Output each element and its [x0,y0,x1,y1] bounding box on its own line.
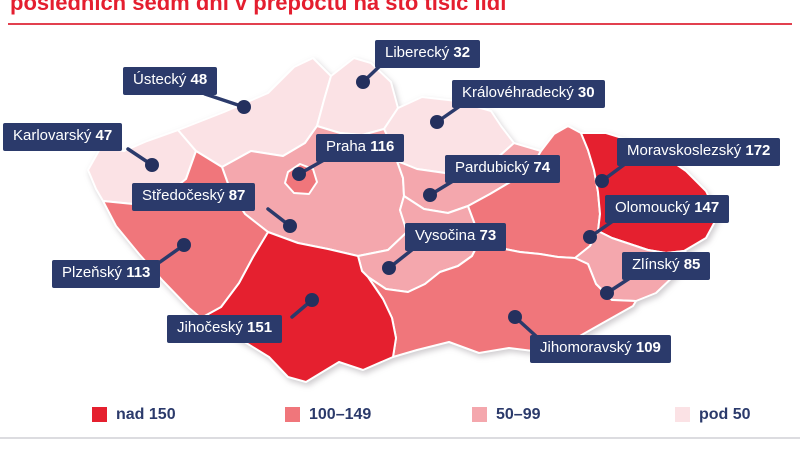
region-name: Plzeňský [62,264,123,281]
page-title: posledních sedm dní v přepočtu na sto ti… [10,0,507,15]
region-name: Královéhradecký [462,84,574,101]
callout-dot-praha [292,167,306,181]
region-value: 147 [694,199,720,216]
region-name: Olomoucký [615,199,691,216]
region-name: Zlínský [632,256,680,273]
region-value: 32 [453,44,471,61]
callout-dot-jihocesky [305,293,319,307]
region-label-kralovehradecky: Královéhradecký 30 [452,80,605,108]
region-label-jihocesky: Jihočeský 151 [167,315,283,343]
region-label-olomoucky: Olomoucký 147 [605,195,730,223]
region-value: 87 [228,187,246,204]
region-name: Vysočina [415,227,476,244]
region-label-plzensky: Plzeňský 113 [52,260,161,288]
region-label-jihomoravsky: Jihomoravský 109 [530,335,671,363]
legend-swatch [285,407,300,422]
bottom-divider [0,437,800,439]
region-name: Liberecký [385,44,450,61]
callout-dot-stredocesky [283,219,297,233]
callout-dot-karlovarsky [145,158,159,172]
region-name: Ústecký [133,71,187,88]
region-value: 109 [635,339,661,356]
callout-dot-zlinsky [600,286,614,300]
region-name: Středočeský [142,187,225,204]
region-label-pardubicky: Pardubický 74 [445,155,561,183]
title-divider [8,23,792,25]
callout-dots-layer [145,75,614,324]
callout-dot-kralovehradecky [430,115,444,129]
legend-swatch [472,407,487,422]
callout-dot-moravskoslezsky [595,174,609,188]
region-value: 74 [533,159,551,176]
callout-dot-olomoucky [583,230,597,244]
callout-dot-jihomoravsky [508,310,522,324]
region-value: 116 [370,138,395,155]
region-value: 48 [190,71,208,88]
region-label-vysocina: Vysočina 73 [405,223,507,251]
legend-label: pod 50 [699,406,751,423]
region-label-stredocesky: Středočeský 87 [132,183,256,211]
region-liberecky[interactable] [316,57,399,136]
callout-dot-pardubicky [423,188,437,202]
callout-dot-liberecky [356,75,370,89]
region-name: Karlovarský [13,127,92,144]
region-label-ustecky: Ústecký 48 [123,67,218,95]
region-value: 172 [745,142,771,159]
legend-label: 50–99 [496,406,541,423]
region-value: 113 [126,264,151,281]
region-name: Pardubický [455,159,530,176]
legend-swatch [92,407,107,422]
region-name: Moravskoslezský [627,142,742,159]
region-name: Jihomoravský [540,339,632,356]
region-label-liberecky: Liberecký 32 [375,40,481,68]
legend-swatch [675,407,690,422]
region-name: Praha [326,138,367,155]
region-label-praha: Praha 116 [316,134,405,162]
region-value: 85 [683,256,701,273]
legend-label: 100–149 [309,406,372,423]
region-label-zlinsky: Zlínský 85 [622,252,711,280]
region-value: 151 [247,319,273,336]
callout-dot-ustecky [237,100,251,114]
region-value: 30 [577,84,595,101]
callout-dot-vysocina [382,261,396,275]
legend-label: nad 150 [116,406,176,423]
region-value: 47 [95,127,113,144]
region-name: Jihočeský [177,319,243,336]
region-label-moravskoslezsky: Moravskoslezský 172 [617,138,781,166]
region-value: 73 [479,227,497,244]
region-label-karlovarsky: Karlovarský 47 [3,123,123,151]
callout-dot-plzensky [177,238,191,252]
